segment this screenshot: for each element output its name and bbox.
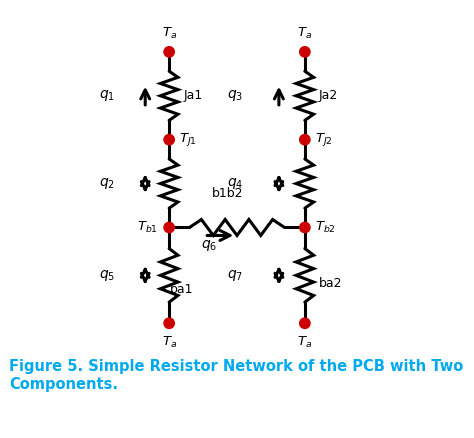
Text: $q_5$: $q_5$ bbox=[99, 268, 115, 283]
Circle shape bbox=[300, 318, 310, 328]
Text: $T_{b2}$: $T_{b2}$ bbox=[315, 220, 336, 235]
Text: b1b2: b1b2 bbox=[211, 187, 243, 200]
Text: $q_1$: $q_1$ bbox=[99, 88, 115, 103]
Text: $q_4$: $q_4$ bbox=[227, 176, 243, 191]
Text: $q_3$: $q_3$ bbox=[227, 88, 243, 103]
Circle shape bbox=[164, 134, 174, 145]
Text: Ja1: Ja1 bbox=[183, 89, 202, 102]
Circle shape bbox=[300, 222, 310, 233]
Text: $T_{J1}$: $T_{J1}$ bbox=[179, 131, 197, 148]
Circle shape bbox=[300, 47, 310, 57]
Text: $T_{b1}$: $T_{b1}$ bbox=[137, 220, 158, 235]
Text: ba2: ba2 bbox=[319, 277, 342, 290]
Text: $T_a$: $T_a$ bbox=[297, 25, 312, 41]
Circle shape bbox=[164, 222, 174, 233]
Text: Ja2: Ja2 bbox=[319, 89, 338, 102]
Text: $q_6$: $q_6$ bbox=[201, 238, 217, 253]
Circle shape bbox=[300, 134, 310, 145]
Text: $q_2$: $q_2$ bbox=[99, 176, 115, 191]
Circle shape bbox=[164, 318, 174, 328]
Text: $T_a$: $T_a$ bbox=[297, 335, 312, 350]
Circle shape bbox=[164, 47, 174, 57]
Text: $q_7$: $q_7$ bbox=[227, 268, 243, 283]
Text: Figure 5. Simple Resistor Network of the PCB with Two
Components.: Figure 5. Simple Resistor Network of the… bbox=[9, 359, 464, 392]
Text: $T_{J2}$: $T_{J2}$ bbox=[315, 131, 333, 148]
Text: $T_a$: $T_a$ bbox=[162, 335, 177, 350]
Text: ba1: ba1 bbox=[169, 283, 193, 297]
Text: $T_a$: $T_a$ bbox=[162, 25, 177, 41]
